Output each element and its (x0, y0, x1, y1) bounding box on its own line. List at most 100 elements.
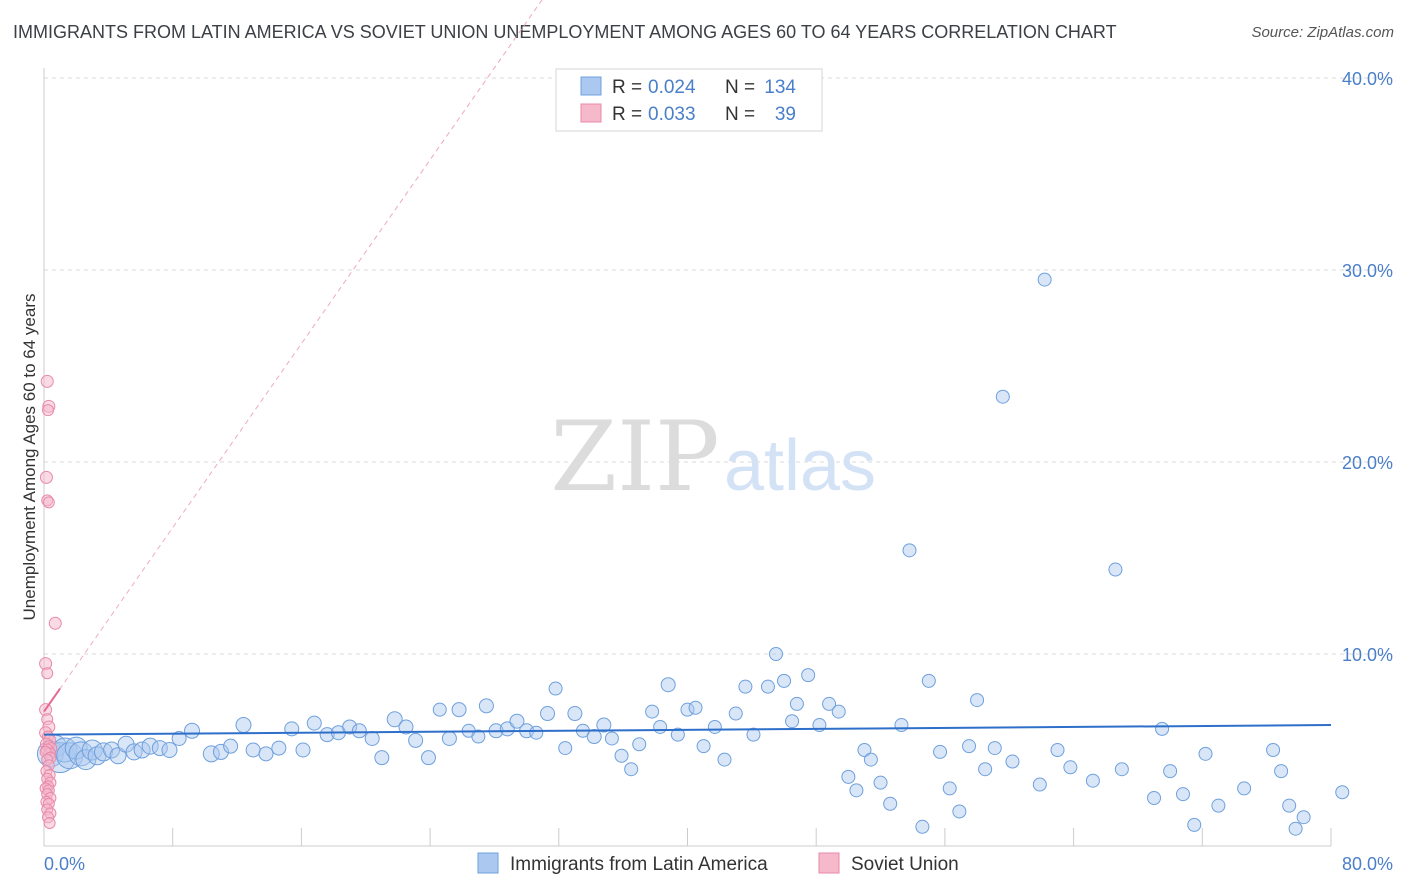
point-latin-america-72 (728, 706, 743, 721)
point-latin-america-46 (478, 698, 494, 714)
legend-n-value-2: 39 (775, 104, 796, 125)
point-latin-america-54 (558, 741, 573, 756)
point-latin-america-51 (529, 725, 544, 740)
y-tick-label-1: 20.0% (1342, 453, 1393, 473)
point-latin-america-79 (789, 696, 804, 711)
watermark: ZIP atlas (550, 401, 876, 513)
point-latin-america-15 (133, 741, 151, 759)
point-latin-america-40 (420, 750, 436, 766)
point-latin-america-69 (696, 739, 711, 754)
point-latin-america-98 (970, 693, 985, 708)
point-latin-america-107 (1085, 773, 1100, 788)
point-latin-america-74 (746, 727, 761, 742)
watermark-zip: ZIP (550, 401, 719, 513)
point-soviet-union-0 (40, 374, 54, 388)
point-latin-america-109 (1114, 762, 1129, 777)
point-latin-america-52 (540, 706, 556, 722)
point-latin-america-49 (509, 713, 525, 729)
y-axis-label: Unemployment Among Ages 60 to 64 years (20, 294, 39, 621)
point-latin-america-102 (1005, 754, 1020, 769)
legend-r-label-1: R = (612, 77, 642, 98)
point-latin-america-104 (1037, 272, 1052, 287)
legend: R = 0.024 N = 134 R = 0.033 N = 39 (555, 68, 823, 132)
point-latin-america-12 (109, 747, 127, 765)
point-latin-america-42 (441, 730, 457, 746)
y-tick-label-2: 30.0% (1342, 261, 1393, 281)
point-soviet-union-6 (48, 616, 62, 630)
point-latin-america-113 (1175, 787, 1190, 802)
point-latin-america-83 (831, 704, 846, 719)
point-latin-america-20 (184, 722, 201, 739)
point-latin-america-97 (962, 739, 977, 754)
point-latin-america-60 (614, 748, 629, 763)
point-latin-america-35 (364, 730, 380, 746)
point-latin-america-62 (632, 737, 647, 752)
point-soviet-union-5 (42, 496, 55, 509)
trend-extended-layer (43, 0, 543, 712)
point-latin-america-111 (1155, 721, 1170, 736)
point-latin-america-90 (894, 718, 909, 733)
watermark-atlas: atlas (724, 426, 876, 506)
point-latin-america-16 (141, 737, 159, 755)
point-latin-america-70 (707, 719, 722, 734)
point-latin-america-30 (306, 715, 322, 731)
point-latin-america-22 (212, 743, 229, 760)
point-latin-america-55 (567, 706, 583, 722)
legend-swatch-pink (580, 103, 602, 123)
legend-n-label-1: N = (725, 77, 755, 98)
point-latin-america-121 (1288, 821, 1303, 836)
point-latin-america-95 (942, 781, 957, 796)
point-latin-america-84 (841, 769, 856, 784)
point-latin-america-85 (849, 783, 864, 798)
y-tick-label-0: 10.0% (1342, 645, 1393, 665)
point-latin-america-41 (432, 702, 447, 717)
chart-source: Source: ZipAtlas.com (1251, 24, 1394, 41)
point-latin-america-78 (785, 714, 800, 729)
point-latin-america-23 (223, 738, 239, 754)
point-latin-america-118 (1266, 743, 1281, 757)
point-latin-america-112 (1163, 764, 1178, 779)
series-latin-america-points (36, 272, 1350, 836)
legend-n-label-2: N = (725, 104, 755, 125)
point-latin-america-66 (670, 727, 685, 742)
point-latin-america-6 (68, 741, 94, 767)
point-latin-america-18 (161, 742, 178, 758)
point-latin-america-117 (1237, 781, 1252, 796)
point-latin-america-115 (1198, 746, 1213, 761)
grid-lines (44, 77, 1391, 655)
point-latin-america-25 (245, 742, 261, 758)
point-latin-america-67 (680, 702, 695, 717)
point-latin-america-100 (987, 741, 1002, 756)
bottom-legend-swatch-blue (477, 852, 499, 874)
point-latin-america-59 (604, 731, 619, 746)
legend-r-label-2: R = (612, 104, 642, 125)
point-latin-america-94 (933, 744, 948, 759)
point-latin-america-11 (103, 741, 121, 759)
bottom-legend-swatch-pink (818, 852, 840, 874)
point-latin-america-57 (586, 729, 602, 745)
point-latin-america-37 (386, 711, 403, 728)
point-latin-america-87 (863, 752, 878, 767)
point-latin-america-92 (915, 819, 930, 834)
point-latin-america-36 (374, 750, 390, 766)
point-latin-america-29 (295, 742, 311, 758)
point-soviet-union-38 (43, 816, 56, 829)
x-tick-label-0: 0.0% (44, 854, 85, 874)
point-latin-america-61 (624, 762, 639, 777)
point-latin-america-33 (342, 719, 358, 735)
point-latin-america-110 (1147, 791, 1162, 805)
point-latin-america-80 (801, 668, 816, 683)
point-latin-america-58 (596, 717, 612, 733)
point-latin-america-75 (760, 679, 775, 694)
point-latin-america-106 (1063, 760, 1078, 775)
legend-swatch-blue (580, 76, 602, 96)
point-latin-america-86 (857, 743, 872, 757)
point-latin-america-101 (995, 389, 1010, 404)
x-tick-labels: 0.0% 80.0% (44, 854, 1393, 874)
point-latin-america-103 (1032, 777, 1047, 792)
trend-lines (43, 687, 1332, 736)
point-latin-america-43 (451, 702, 467, 718)
soviet-union-trend-line (43, 687, 61, 713)
x-tick-label-1: 80.0% (1342, 854, 1393, 874)
